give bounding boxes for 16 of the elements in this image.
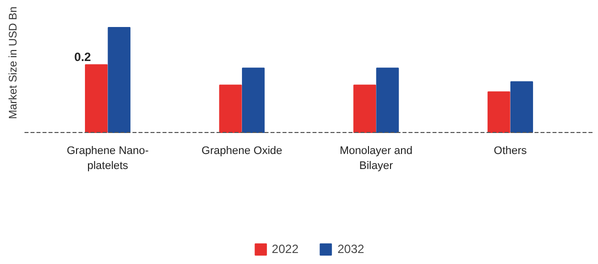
- bar: [242, 68, 265, 133]
- bar: [488, 91, 510, 133]
- bar: [219, 84, 242, 133]
- bar: [376, 68, 399, 133]
- data-label: 0.2: [74, 50, 92, 64]
- x-tick-label: Others: [494, 145, 528, 158]
- bar: [510, 81, 534, 133]
- legend-label: 2022: [272, 242, 298, 256]
- legend-label: 2032: [338, 242, 364, 256]
- y-axis-title: Market Size in USD Bn: [8, 6, 20, 119]
- x-tick-label: Graphene Oxide: [202, 145, 282, 158]
- bar: [108, 27, 130, 133]
- bar: [353, 84, 376, 133]
- bar: [84, 64, 108, 133]
- x-tick-label: Monolayer and Bilayer: [340, 145, 412, 172]
- x-tick-label: Graphene Nano-platelets: [66, 145, 150, 172]
